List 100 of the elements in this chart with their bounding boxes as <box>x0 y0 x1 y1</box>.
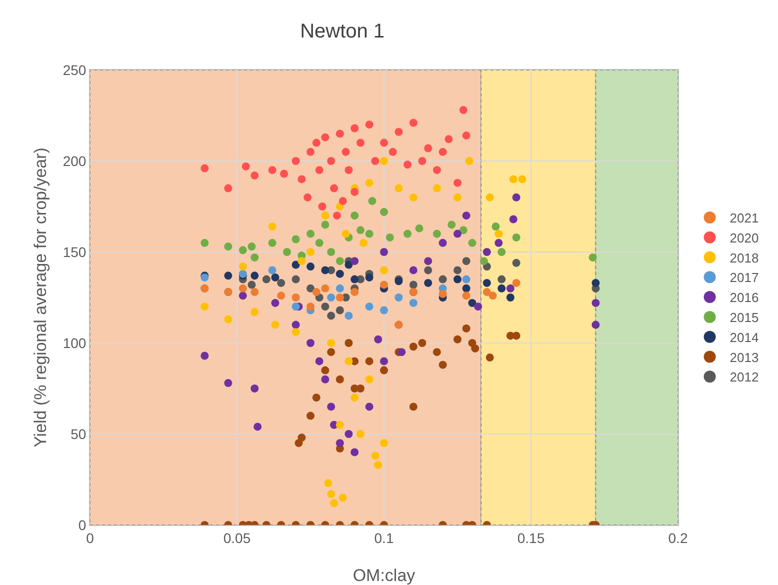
chart-title: Newton 1 <box>300 20 385 42</box>
point <box>344 357 353 366</box>
point <box>224 315 232 324</box>
point <box>380 439 388 448</box>
point <box>488 292 497 300</box>
point <box>482 278 491 287</box>
point <box>292 260 300 269</box>
point <box>365 273 374 282</box>
point <box>368 197 376 206</box>
point <box>282 248 291 256</box>
point <box>271 273 280 282</box>
point <box>409 193 418 202</box>
point <box>462 275 470 284</box>
point <box>250 272 259 280</box>
point <box>350 275 359 284</box>
point <box>462 212 470 220</box>
point <box>404 230 412 238</box>
point <box>336 420 344 429</box>
point <box>380 280 388 289</box>
point <box>336 284 344 292</box>
point <box>374 460 382 469</box>
point <box>380 157 388 165</box>
point <box>365 230 374 238</box>
point <box>512 278 520 287</box>
point <box>512 193 520 202</box>
point <box>344 430 353 438</box>
y-tick-label: 50 <box>70 426 86 442</box>
point <box>200 164 209 172</box>
point <box>518 175 526 184</box>
point <box>306 302 314 311</box>
point <box>271 298 280 307</box>
point <box>482 248 491 256</box>
point <box>336 439 344 448</box>
point <box>344 166 353 174</box>
point <box>312 288 320 296</box>
point <box>374 335 382 344</box>
legend-label: 2014 <box>730 330 759 345</box>
point <box>380 366 388 374</box>
point <box>409 342 418 351</box>
y-axis-title: Yield (% regional average for crop/year) <box>31 148 50 448</box>
point <box>336 270 344 278</box>
point <box>454 335 462 344</box>
point <box>480 257 488 266</box>
point <box>336 375 344 384</box>
point <box>509 215 518 224</box>
point <box>512 258 520 267</box>
point <box>350 257 359 266</box>
x-tick-label: 0.15 <box>517 530 545 546</box>
point <box>424 144 432 152</box>
point <box>336 130 344 138</box>
point <box>292 275 300 284</box>
point <box>365 375 374 384</box>
point <box>468 298 476 307</box>
legend-label: 2015 <box>730 310 759 326</box>
point <box>468 238 476 247</box>
point <box>327 157 336 165</box>
point <box>494 230 503 238</box>
point <box>336 257 344 266</box>
point <box>298 175 306 184</box>
point <box>350 288 359 296</box>
point <box>404 160 412 169</box>
point <box>494 238 503 247</box>
point <box>327 312 336 320</box>
point <box>588 253 597 262</box>
point <box>462 324 470 332</box>
point <box>238 246 247 254</box>
point <box>386 233 394 242</box>
point <box>592 298 600 307</box>
point <box>592 278 600 287</box>
point <box>356 138 364 147</box>
point <box>371 452 380 460</box>
legend-label: 2020 <box>730 230 759 246</box>
point <box>306 339 314 347</box>
point <box>238 292 247 300</box>
point <box>298 257 306 266</box>
point <box>409 118 418 127</box>
y-tick-label: 150 <box>62 244 86 260</box>
point <box>312 394 320 402</box>
point <box>268 266 276 274</box>
point <box>415 224 424 232</box>
point <box>380 266 388 274</box>
point <box>250 384 259 392</box>
point <box>200 238 209 247</box>
y-tick-label: 100 <box>62 334 86 351</box>
point <box>462 257 470 266</box>
point <box>438 275 447 284</box>
point <box>344 260 353 269</box>
point <box>409 298 418 307</box>
point <box>238 284 247 292</box>
point <box>321 302 330 311</box>
point <box>321 366 330 374</box>
point <box>438 238 447 247</box>
x-tick-label: 0.05 <box>223 530 251 546</box>
point <box>365 178 374 187</box>
legend-label: 2018 <box>730 250 759 266</box>
x-axis-title: OM:clay <box>352 566 416 585</box>
point <box>359 238 368 247</box>
point <box>338 494 347 502</box>
point <box>224 242 232 251</box>
point <box>292 320 300 329</box>
